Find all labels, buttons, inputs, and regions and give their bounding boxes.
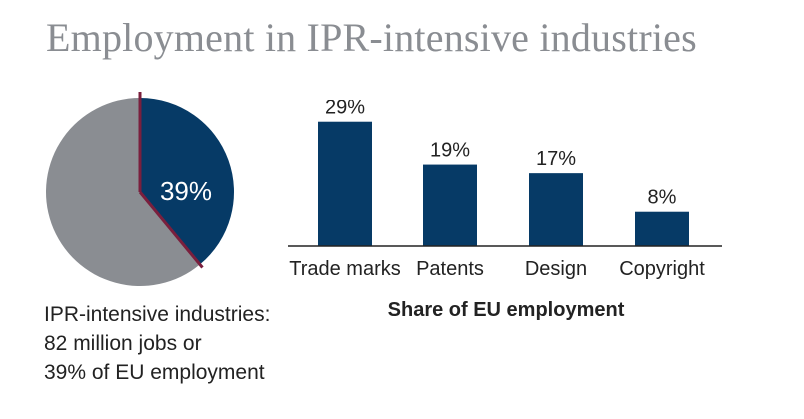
bar-value-label: 29% xyxy=(325,100,365,119)
bar-patents xyxy=(423,164,477,246)
bar-category-label: Patents xyxy=(416,258,484,280)
bar-category-label: Copyright xyxy=(619,258,705,280)
x-axis-title: Share of EU employment xyxy=(388,299,625,321)
page-title: Employment in IPR-intensive industries xyxy=(46,15,697,60)
pie-caption-line-1: IPR-intensive industries: xyxy=(44,303,271,326)
bar-trade-marks xyxy=(318,121,372,246)
bar-copyright xyxy=(635,211,689,246)
bar-value-label: 19% xyxy=(430,140,470,162)
pie-caption-line-2: 82 million jobs or xyxy=(44,332,202,355)
bar-category-label: Trade marks xyxy=(289,258,401,280)
bar-value-label: 17% xyxy=(536,148,576,170)
bar-chart: 29% Trade marks 19% Patents 17% Design 8% Copyr… xyxy=(288,100,722,321)
pie-caption-line-3: 39% of EU employment xyxy=(44,361,265,384)
pie-divider-line xyxy=(138,191,204,269)
pie-chart: 39% xyxy=(45,92,234,286)
bar-value-label: 8% xyxy=(648,187,677,209)
pie-slice-other xyxy=(45,98,200,286)
bar-category-label: Design xyxy=(525,258,587,280)
pie-slice-label: 39% xyxy=(160,176,212,206)
pie-slice-ipr-intensive xyxy=(140,98,234,265)
pie-caption: IPR-intensive industries: 82 million job… xyxy=(44,300,270,387)
bar-design xyxy=(529,173,583,246)
